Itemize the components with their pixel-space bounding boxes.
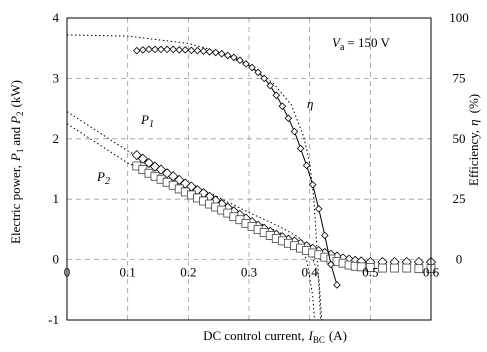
x-tick-label: 0.4	[302, 265, 319, 280]
left-y-tick-label: 0	[53, 252, 60, 267]
eta-point	[163, 45, 171, 54]
eta-curve-label: η	[307, 96, 313, 111]
eta-point	[308, 180, 317, 189]
eta-point	[315, 205, 323, 213]
eta-point	[175, 46, 183, 54]
plot-frame	[66, 17, 432, 321]
right-y-axis-title: Efficiency,η(%)	[466, 94, 481, 186]
x-tick-label: 0.5	[362, 265, 378, 280]
p1-point	[131, 150, 142, 161]
eta-point	[302, 161, 311, 170]
right-y-tick-label: 100	[449, 10, 469, 25]
right-y-tick-label: 75	[453, 70, 466, 85]
series-p1	[131, 150, 437, 268]
p2-point	[390, 263, 400, 273]
fitted-curves	[66, 34, 323, 321]
p1-curve-label: P1	[140, 112, 154, 130]
eta-point	[254, 68, 262, 77]
x-tick-label: 0.2	[180, 265, 196, 280]
p1-point	[137, 153, 148, 164]
eta-point	[260, 74, 268, 83]
eta-point	[187, 46, 196, 55]
p2-point	[378, 263, 387, 273]
left-y-tick-label: -1	[48, 312, 59, 327]
eta-point	[157, 45, 165, 54]
eta-point	[230, 53, 238, 62]
eta-point	[296, 144, 305, 153]
x-tick-label: 0	[64, 265, 71, 280]
eta-point	[199, 47, 208, 55]
x-tick-label: 0.6	[423, 265, 440, 280]
voltage-annotation: Va = 150 V	[332, 35, 391, 53]
eta-point	[327, 260, 335, 269]
grid	[67, 18, 431, 320]
eta-point	[248, 63, 256, 72]
eta-point	[321, 231, 329, 240]
eta-point	[278, 102, 287, 110]
eta-point	[266, 81, 274, 90]
x-tick-label: 0.1	[120, 265, 136, 280]
eta-point	[236, 56, 244, 65]
right-y-tick-label: 25	[453, 191, 466, 206]
eta-point	[133, 46, 141, 55]
x-tick-label: 0.3	[241, 265, 257, 280]
eta-point	[139, 46, 147, 54]
eta-point	[284, 114, 293, 123]
eta-point	[145, 45, 153, 54]
eta-point	[181, 46, 190, 54]
right-y-tick-label: 50	[453, 131, 466, 146]
p2-point	[414, 264, 424, 274]
series-p2	[132, 161, 436, 274]
data-series	[131, 45, 437, 289]
eta-point	[272, 91, 281, 100]
tick-labels: 0 0.1 0.2 0.3 0.4 0.5 0.6 -1 0 1 2 3 4 0 25 50 75 100	[48, 10, 469, 327]
p2-curve-label: P2	[96, 169, 110, 187]
eta-point	[333, 281, 341, 289]
left-y-axis-title: Electric power,P1andP2(kW)	[8, 80, 25, 244]
x-axis-title: DC control current, IBC (A)	[203, 328, 347, 345]
P1-fit-curve	[66, 111, 323, 321]
p2-point	[402, 263, 412, 273]
eta-point	[169, 45, 177, 54]
eta-fit-curve	[66, 34, 322, 321]
p2-point	[365, 263, 375, 272]
eta-point	[205, 48, 214, 56]
P2-fit-curve	[66, 123, 315, 321]
eta-point	[211, 48, 220, 57]
left-y-tick-label: 2	[53, 131, 60, 146]
left-y-tick-label: 1	[53, 191, 60, 206]
eta-point	[242, 60, 250, 68]
series-eta	[133, 45, 341, 289]
eta-point	[151, 45, 159, 54]
eta-point	[217, 49, 226, 58]
left-y-tick-label: 3	[53, 70, 60, 85]
eta-point	[193, 46, 202, 55]
left-y-tick-label: 4	[53, 10, 60, 25]
eta-point	[224, 51, 232, 60]
right-y-tick-label: 0	[456, 252, 463, 267]
eta-point	[290, 127, 299, 136]
p2-point	[356, 262, 366, 272]
